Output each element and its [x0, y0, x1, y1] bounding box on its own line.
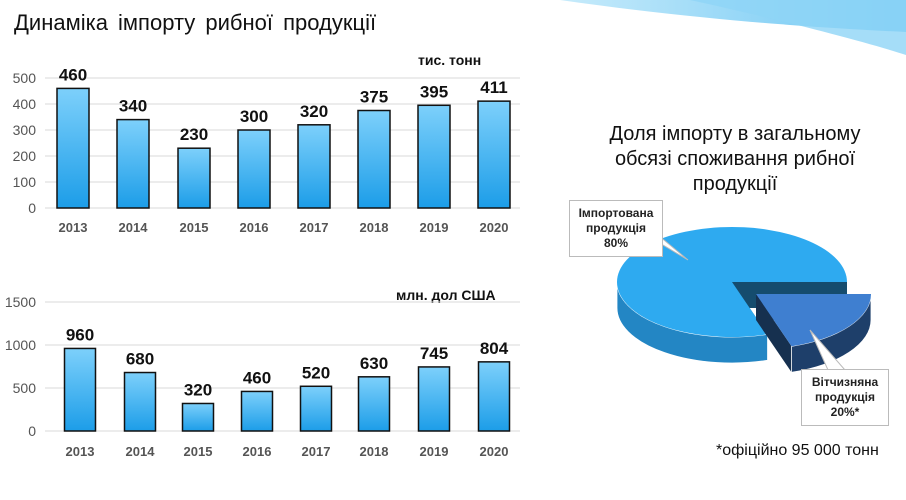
bar [240, 390, 274, 432]
y-tick-label: 200 [13, 148, 37, 164]
x-tick-label: 2017 [302, 444, 331, 459]
y-tick-label: 500 [13, 70, 37, 86]
chart1-unit: тис. тонн [418, 52, 482, 68]
chart2-unit: млн. дол США [396, 287, 496, 303]
bar [56, 87, 90, 209]
data-label: 320 [300, 102, 328, 121]
callout-line: Імпортована [578, 206, 654, 220]
x-tick-label: 2019 [420, 220, 449, 235]
page-title: Динаміка імпорту рибної продукції [14, 10, 377, 35]
data-label: 395 [420, 82, 448, 101]
pie-slice-domestic-cut-face [756, 294, 792, 373]
x-tick-label: 2016 [240, 220, 269, 235]
x-tick-label: 2020 [480, 220, 509, 235]
x-tick-label: 2013 [59, 220, 88, 235]
pie-title-line: обсязі споживання рибної [614, 148, 856, 170]
callout-line: продукція [586, 221, 646, 235]
bar [177, 147, 211, 209]
y-tick-label: 1500 [5, 294, 36, 310]
x-tick-label: 2015 [180, 220, 209, 235]
y-tick-label: 0 [28, 200, 36, 216]
y-tick-label: 500 [13, 380, 37, 396]
y-tick-label: 1000 [5, 337, 36, 353]
data-label: 230 [180, 125, 208, 144]
pie-slice-domestic-top [756, 294, 871, 347]
bar [357, 376, 391, 432]
bar [357, 109, 391, 209]
bar [237, 129, 271, 209]
y-tick-label: 0 [28, 423, 36, 439]
data-label: 411 [480, 78, 507, 97]
data-label: 320 [184, 380, 212, 399]
callout-line: 80% [603, 236, 629, 250]
x-tick-label: 2017 [300, 220, 329, 235]
x-tick-label: 2020 [480, 444, 509, 459]
x-tick-label: 2016 [243, 444, 272, 459]
bar [297, 124, 331, 209]
data-label: 460 [243, 368, 271, 387]
pie-slice-imported-top [616, 227, 847, 337]
x-tick-label: 2019 [420, 444, 449, 459]
pie-chart [616, 227, 872, 373]
data-label: 460 [59, 65, 87, 84]
bar [63, 347, 97, 432]
x-tick-label: 2014 [126, 444, 156, 459]
bar [116, 118, 150, 209]
data-label: 520 [302, 363, 330, 382]
x-tick-label: 2013 [66, 444, 95, 459]
data-label: 630 [360, 354, 388, 373]
callout-line: Вітчизняна [811, 375, 879, 389]
callout-imported: Імпортована продукція 80% [569, 200, 663, 257]
data-label: 375 [360, 88, 388, 107]
x-tick-label: 2018 [360, 220, 389, 235]
footnote: *офіційно 95 000 тонн [716, 442, 879, 459]
bar [417, 104, 451, 209]
bar [477, 361, 511, 432]
pie-title-line: продукції [692, 173, 778, 195]
bar [299, 385, 333, 432]
pie-title-line: Доля імпорту в загальному [609, 123, 861, 145]
bar-charts: 0 100 200 300 400 500 460 2013 340 2014 230 2015 300… [5, 65, 520, 459]
bar [123, 371, 157, 432]
y-tick-label: 100 [13, 174, 37, 190]
data-label: 680 [126, 350, 154, 369]
callout-domestic: Вітчизняна продукція 20%* [801, 369, 889, 426]
bar [417, 366, 451, 432]
bar [181, 402, 215, 432]
x-tick-label: 2014 [119, 220, 149, 235]
bar [477, 100, 511, 209]
callout-line: 20%* [830, 405, 860, 419]
y-tick-label: 300 [13, 122, 37, 138]
data-label: 804 [480, 339, 509, 358]
data-label: 300 [240, 107, 268, 126]
x-tick-label: 2015 [184, 444, 213, 459]
data-label: 745 [420, 344, 448, 363]
data-label: 960 [66, 325, 94, 344]
y-tick-label: 400 [13, 96, 37, 112]
data-label: 340 [119, 97, 147, 116]
callout-line: продукція [815, 390, 875, 404]
pie-title: Доля імпорту в загальному обсязі спожива… [590, 122, 880, 197]
x-tick-label: 2018 [360, 444, 389, 459]
